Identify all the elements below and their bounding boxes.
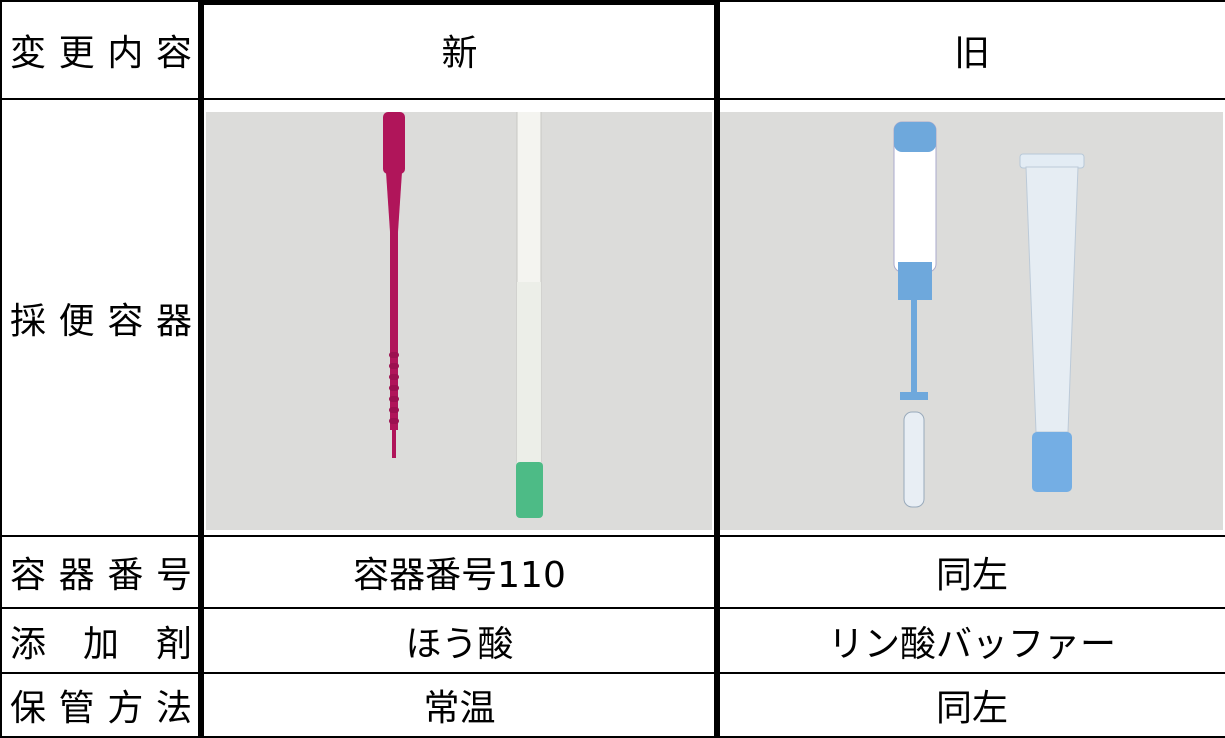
row-label: 容器番号 [0, 535, 202, 609]
cell-text: 同左 [935, 555, 1008, 596]
photo [720, 112, 1223, 530]
cell-text: 旧 [953, 33, 990, 74]
cell-text: 新 [441, 33, 478, 74]
cell-text: ほう酸 [405, 623, 514, 665]
cell: 同左 [717, 535, 1225, 609]
cell: 常温 [200, 672, 719, 738]
thick-border [714, 0, 720, 736]
row-label: 保管方法 [0, 672, 202, 738]
cell-text: 変更内容 [10, 33, 192, 74]
cell-text: 同左 [935, 688, 1008, 729]
header-cell: 新 [200, 0, 719, 100]
cell: リン酸バッファー [717, 607, 1225, 674]
row-label: 添加剤 [0, 607, 202, 674]
cell-text: 容器番号 [10, 555, 192, 596]
thick-border [198, 0, 204, 736]
cell-text: リン酸バッファー [827, 623, 1116, 665]
cell-text: 添加剤 [10, 623, 192, 665]
row-label: 採便容器 [0, 98, 202, 537]
cell: ほう酸 [200, 607, 719, 674]
cell-text: 採便容器 [10, 300, 192, 342]
cell: 容器番号110 [200, 535, 719, 609]
cell-text: 保管方法 [10, 688, 192, 729]
cell: 同左 [717, 672, 1225, 738]
header-cell: 変更内容 [0, 0, 202, 100]
thick-border [198, 0, 720, 5]
cell-text: 容器番号110 [353, 555, 566, 596]
photo [206, 112, 712, 530]
header-cell: 旧 [717, 0, 1225, 100]
cell-text: 常温 [423, 688, 496, 729]
